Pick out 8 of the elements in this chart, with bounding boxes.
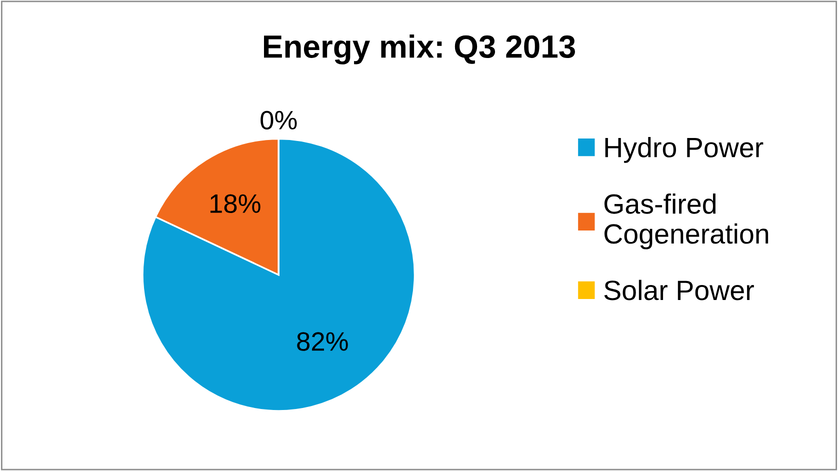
pie-slice — [142, 138, 416, 412]
legend-label: Gas-fired Cogeneration — [604, 193, 768, 250]
legend-label: Hydro Power — [605, 137, 764, 163]
text: 0% — [260, 110, 297, 130]
data-label: 82% — [297, 332, 348, 351]
legend-label: Solar Power — [604, 280, 754, 300]
data-label: 18% — [210, 194, 260, 213]
chart-title: Energy mix: Q3 2013 — [264, 34, 575, 64]
